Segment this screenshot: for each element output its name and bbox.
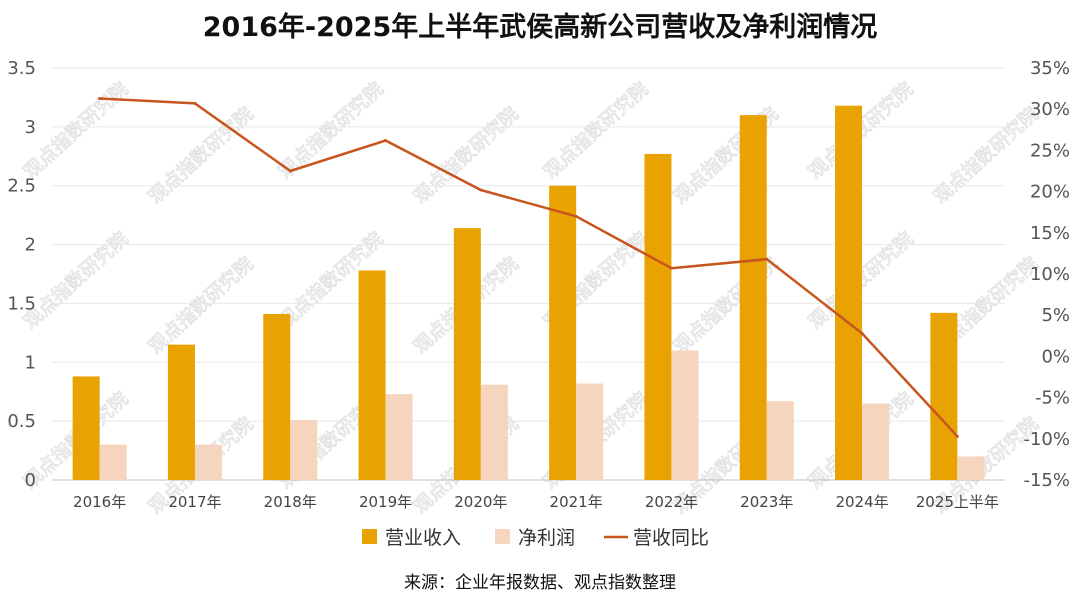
revenue-bar bbox=[263, 314, 291, 480]
right-axis: -15% -10% -5% 0% 5% 10% 15% 20% 25% 30% 35% bbox=[1023, 58, 1070, 491]
right-tick-label: 30% bbox=[1030, 99, 1070, 120]
legend-label-profit: 净利润 bbox=[518, 527, 575, 549]
revenue-bar bbox=[930, 312, 958, 480]
watermark-text: 观点指数研究院 bbox=[274, 78, 388, 183]
left-tick-label: 0.5 bbox=[7, 411, 36, 432]
chart-title: 2016年-2025年上半年武侯高新公司营收及净利润情况 bbox=[203, 11, 878, 43]
left-tick-label: 2 bbox=[25, 235, 36, 256]
revenue-bar bbox=[644, 153, 672, 480]
x-tick-label: 2022年 bbox=[645, 493, 698, 511]
revenue-bar bbox=[549, 185, 577, 480]
legend: 营业收入 净利润 营收同比 bbox=[362, 527, 709, 549]
right-tick-label: 15% bbox=[1030, 223, 1070, 244]
x-tick-label: 2024年 bbox=[835, 493, 888, 511]
bar-series bbox=[72, 105, 985, 480]
growth-point bbox=[384, 139, 388, 143]
profit-bar bbox=[480, 384, 508, 480]
right-tick-label: 5% bbox=[1041, 305, 1070, 326]
growth-line bbox=[99, 97, 959, 438]
x-tick-label: 2019年 bbox=[359, 493, 412, 511]
watermark-text: 观点指数研究院 bbox=[19, 228, 133, 333]
growth-point bbox=[669, 266, 673, 270]
right-tick-label: -10% bbox=[1023, 429, 1070, 450]
profit-bar bbox=[385, 394, 413, 480]
legend-swatch-profit bbox=[495, 529, 510, 544]
left-tick-label: 3.5 bbox=[7, 58, 36, 79]
growth-point bbox=[98, 96, 102, 100]
right-tick-label: 20% bbox=[1030, 182, 1070, 203]
legend-label-revenue: 营业收入 bbox=[385, 527, 461, 549]
left-tick-label: 1 bbox=[25, 352, 36, 373]
left-tick-label: 2.5 bbox=[7, 176, 36, 197]
growth-point bbox=[860, 331, 864, 335]
watermark-text: 观点指数研究院 bbox=[144, 253, 258, 358]
source-note: 来源：企业年报数据、观点指数整理 bbox=[404, 573, 676, 593]
profit-bar bbox=[862, 403, 890, 480]
right-tick-label: 35% bbox=[1030, 58, 1070, 79]
right-tick-label: 10% bbox=[1030, 264, 1070, 285]
watermark-text: 观点指数研究院 bbox=[539, 78, 653, 183]
revenue-bar bbox=[739, 115, 767, 480]
growth-point bbox=[574, 214, 578, 218]
right-tick-label: 25% bbox=[1030, 140, 1070, 161]
watermark-text: 观点指数研究院 bbox=[19, 78, 133, 183]
revenue-bar bbox=[358, 270, 386, 480]
left-axis: 0 0.5 1 1.5 2 2.5 3 3.5 bbox=[7, 58, 36, 491]
line-series bbox=[98, 96, 959, 438]
growth-point bbox=[193, 101, 197, 105]
watermark-text: 观点指数研究院 bbox=[144, 103, 258, 208]
growth-point bbox=[479, 188, 483, 192]
x-tick-label: 2023年 bbox=[740, 493, 793, 511]
revenue-bar bbox=[167, 344, 195, 480]
left-tick-label: 1.5 bbox=[7, 293, 36, 314]
watermark-text: 观点指数研究院 bbox=[409, 103, 523, 208]
x-tick-label: 2016年 bbox=[73, 493, 126, 511]
left-tick-label: 0 bbox=[25, 470, 36, 491]
watermark-text: 观点指数研究院 bbox=[929, 103, 1043, 208]
x-tick-label: 2021年 bbox=[550, 493, 603, 511]
profit-bar bbox=[290, 419, 318, 480]
right-tick-label: -5% bbox=[1035, 388, 1070, 409]
x-tick-label: 2025上半年 bbox=[916, 493, 999, 511]
profit-bar bbox=[576, 383, 604, 480]
right-tick-label: -15% bbox=[1023, 470, 1070, 491]
revenue-bar bbox=[453, 228, 481, 480]
profit-bar bbox=[957, 456, 985, 480]
x-tick-label: 2017年 bbox=[168, 493, 221, 511]
revenue-bar bbox=[835, 105, 863, 480]
legend-label-growth: 营收同比 bbox=[633, 527, 709, 549]
x-tick-label: 2020年 bbox=[454, 493, 507, 511]
profit-bar bbox=[671, 350, 699, 480]
revenue-bar bbox=[72, 376, 100, 480]
legend-swatch-revenue bbox=[362, 529, 377, 544]
x-tick-label: 2018年 bbox=[264, 493, 317, 511]
x-axis: 2016年 2017年 2018年 2019年 2020年 2021年 2022年 2023年… bbox=[73, 493, 999, 511]
profit-bar bbox=[766, 401, 794, 480]
growth-point bbox=[955, 434, 959, 438]
left-tick-label: 3 bbox=[25, 117, 36, 138]
growth-point bbox=[288, 169, 292, 173]
growth-point bbox=[765, 257, 769, 261]
right-tick-label: 0% bbox=[1041, 346, 1070, 367]
profit-bar bbox=[99, 444, 127, 480]
profit-bar bbox=[194, 444, 222, 480]
